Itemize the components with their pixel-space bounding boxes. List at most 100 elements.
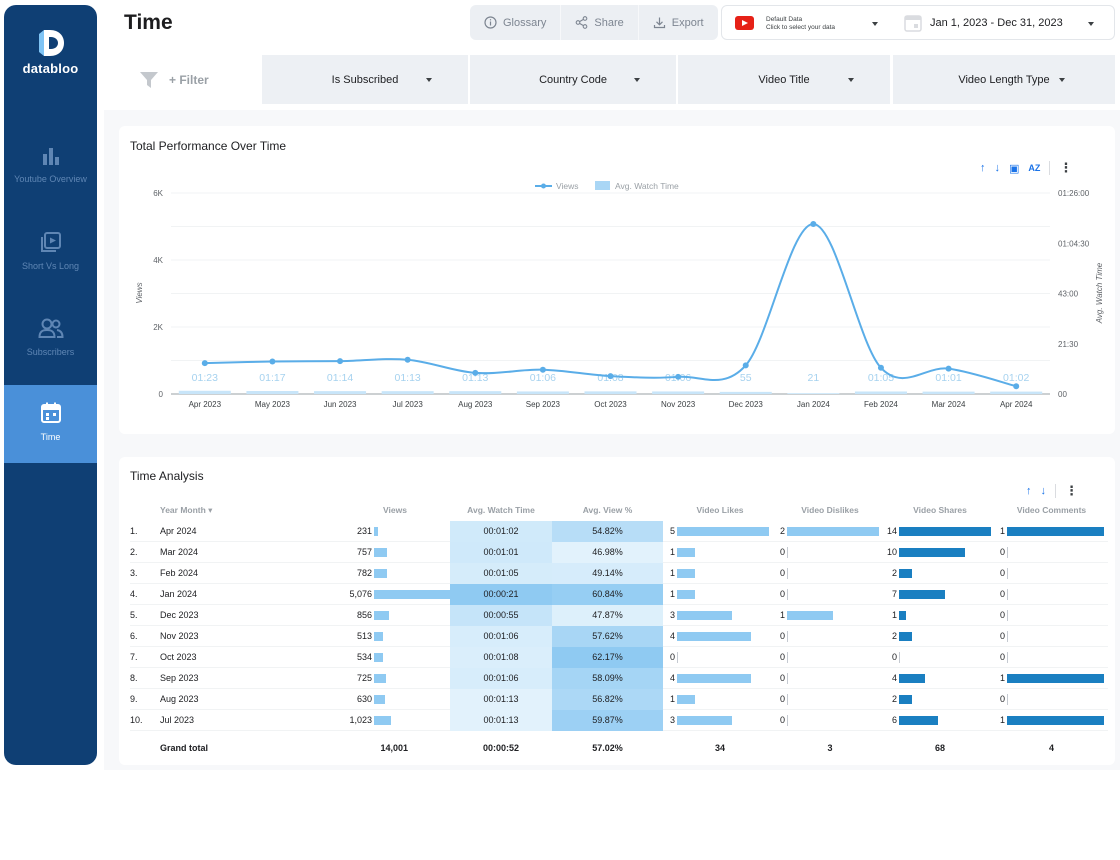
date-range-picker[interactable]: Jan 1, 2023 - Dec 31, 2023: [930, 17, 1063, 29]
logo[interactable]: databloo: [4, 27, 97, 76]
toolbar-divider: [1055, 484, 1056, 498]
dislikes-cell-zero-tick: [787, 715, 788, 726]
sidebar-item-label: Subscribers: [26, 347, 75, 357]
more-options-icon[interactable]: ⋮: [1065, 483, 1078, 498]
table-row[interactable]: 6. Nov 2023 513 00:01:06 57.62% 4 0 2 0: [130, 626, 1108, 647]
column-header-video-likes[interactable]: Video Likes: [696, 505, 744, 515]
dislikes-cell-zero-tick: [787, 694, 788, 705]
table-row[interactable]: 9. Aug 2023 630 00:01:13 56.82% 1 0 2 0: [130, 689, 1108, 710]
table-row[interactable]: 7. Oct 2023 534 00:01:08 62.17% 0 0 0 0: [130, 647, 1108, 668]
shares-cell-bar: [899, 611, 906, 620]
watch-time-bar-label: 55: [740, 372, 752, 384]
shares-cell-value: 10: [886, 547, 897, 557]
more-options-icon[interactable]: ⋮: [1059, 160, 1073, 175]
table-header-row: Year Month ▾ Views Avg. Watch Time Avg. Vie…: [130, 500, 1108, 521]
table-row[interactable]: 2. Mar 2024 757 00:01:01 46.98% 1 0 10 0: [130, 542, 1108, 563]
x-axis-tick: Jun 2023: [324, 400, 357, 409]
comments-cell-bar: [1007, 674, 1104, 683]
right-axis-tick: 00: [1058, 390, 1067, 399]
filter-video-title[interactable]: Video Title: [678, 55, 890, 104]
x-axis-tick: Aug 2023: [458, 400, 493, 409]
column-header-avg-view-pct[interactable]: Avg. View %: [582, 505, 633, 515]
watch-time-bar-label: 01:02: [1003, 372, 1029, 384]
comments-cell-value: 0: [999, 568, 1005, 578]
watch-time-bar-label: 01:14: [327, 372, 353, 384]
dislikes-cell-zero-tick: [787, 547, 788, 558]
comments-cell-value: 0: [999, 631, 1005, 641]
column-header-video-shares[interactable]: Video Shares: [913, 505, 967, 515]
legend-watch-swatch: [595, 181, 610, 190]
likes-cell-bar: [677, 590, 696, 599]
shares-cell-value: 14: [886, 526, 897, 536]
shares-cell-bar: [899, 548, 965, 557]
column-header-year-month[interactable]: Year Month ▾: [160, 505, 213, 515]
filter-video-length-type[interactable]: Video Length Type: [893, 55, 1115, 104]
left-axis-tick: 4K: [153, 256, 163, 265]
chart-settings-icon[interactable]: ▣: [1009, 162, 1020, 175]
avg-watch-time-cell: 00:01:01: [450, 542, 552, 563]
sort-descending-icon[interactable]: ↓: [994, 162, 1001, 174]
add-filter-button[interactable]: + Filter: [119, 55, 262, 104]
table-row[interactable]: 3. Feb 2024 782 00:01:05 49.14% 1 0 2 0: [130, 563, 1108, 584]
filter-country-code[interactable]: Country Code: [470, 55, 676, 104]
avg-watch-time-cell: 00:00:21: [450, 584, 552, 605]
sort-az-icon[interactable]: AZ: [1028, 163, 1041, 173]
sidebar-item-subscribers[interactable]: Subscribers: [4, 316, 97, 394]
sort-ascending-icon[interactable]: ↑: [1026, 485, 1032, 497]
table-row[interactable]: 1. Apr 2024 231 00:01:02 54.82% 5 2 14 1: [130, 521, 1108, 542]
views-cell-value: 856: [356, 610, 372, 620]
export-button[interactable]: Export: [639, 5, 718, 40]
watch-time-bar: [652, 391, 705, 394]
sidebar-item-youtube-overview[interactable]: Youtube Overview: [4, 145, 97, 223]
views-cell-value: 757: [356, 547, 372, 557]
views-cell-bar: [374, 548, 387, 557]
sidebar-item-time[interactable]: Time: [4, 385, 97, 463]
table-row[interactable]: 8. Sep 2023 725 00:01:06 58.09% 4 0 4 1: [130, 668, 1108, 689]
likes-cell-value: 1: [669, 547, 675, 557]
data-source-name[interactable]: Default Data: [766, 16, 803, 23]
calendar-icon: [40, 402, 61, 423]
sort-descending-icon[interactable]: ↓: [1040, 485, 1047, 497]
sort-ascending-icon[interactable]: ↑: [980, 162, 986, 174]
filter-bar: + Filter Is Subscribed Country Code Vide…: [119, 55, 1115, 104]
comments-cell-bar: [1007, 716, 1104, 725]
dislikes-cell-zero-tick: [787, 673, 788, 684]
filter-is-subscribed[interactable]: Is Subscribed: [262, 55, 468, 104]
likes-cell-bar: [677, 569, 696, 578]
views-point: [269, 358, 276, 365]
likes-cell-bar: [677, 674, 751, 683]
column-header-video-comments[interactable]: Video Comments: [1016, 505, 1087, 515]
row-index: 9.: [130, 694, 138, 704]
chevron-down-icon[interactable]: [872, 22, 878, 26]
total-dislikes: 3: [827, 743, 833, 753]
likes-cell-bar: [677, 716, 733, 725]
views-point: [607, 373, 614, 380]
sidebar-item-short-vs-long[interactable]: Short Vs Long: [4, 230, 97, 308]
chevron-down-icon[interactable]: [1088, 22, 1094, 26]
shares-cell-bar: [899, 674, 926, 683]
column-header-views[interactable]: Views: [383, 505, 407, 515]
dislikes-cell-value: 0: [779, 547, 785, 557]
likes-cell-bar: [677, 695, 696, 704]
databloo-logo-icon: [35, 27, 67, 59]
right-axis-tick: 43:00: [1058, 290, 1079, 299]
x-axis-tick: Apr 2023: [189, 400, 222, 409]
glossary-button[interactable]: Glossary: [470, 5, 562, 40]
watch-time-bar: [787, 393, 840, 394]
shares-cell-bar: [899, 527, 991, 536]
row-year-month: Apr 2024: [160, 526, 197, 536]
chart-toolbar: ↑ ↓ ▣ AZ ⋮: [980, 160, 1072, 176]
table-row[interactable]: 4. Jan 2024 5,076 00:00:21 60.84% 1 0 7 0: [130, 584, 1108, 605]
data-source-hint[interactable]: Click to select your data: [766, 24, 836, 31]
share-button[interactable]: Share: [561, 5, 639, 40]
column-header-avg-watch-time[interactable]: Avg. Watch Time: [467, 505, 535, 515]
column-header-video-dislikes[interactable]: Video Dislikes: [801, 505, 859, 515]
left-axis-tick: 0: [159, 390, 164, 399]
views-point: [810, 220, 817, 227]
avg-view-pct-cell: 46.98%: [552, 542, 663, 563]
total-avg-watch-time: 00:00:52: [482, 743, 520, 753]
table-row[interactable]: 10. Jul 2023 1,023 00:01:13 59.87% 3 0 6 1: [130, 710, 1108, 731]
likes-cell-zero-tick: [677, 652, 678, 663]
views-line: [204, 222, 1017, 388]
table-row[interactable]: 5. Dec 2023 856 00:00:55 47.87% 3 1 1 0: [130, 605, 1108, 626]
